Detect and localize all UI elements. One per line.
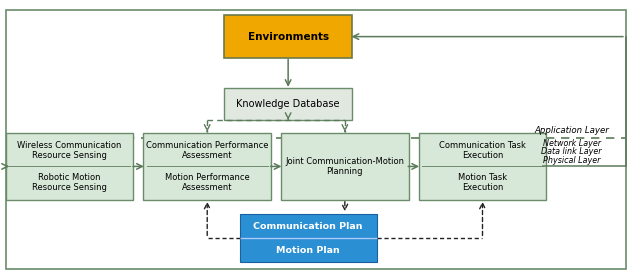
FancyBboxPatch shape	[6, 133, 133, 200]
FancyBboxPatch shape	[419, 133, 546, 200]
Text: Physical Layer: Physical Layer	[543, 156, 600, 165]
Text: Application Layer: Application Layer	[534, 126, 609, 135]
FancyBboxPatch shape	[143, 133, 271, 200]
Text: Robotic Motion
Resource Sensing: Robotic Motion Resource Sensing	[32, 173, 107, 192]
Text: Joint Communication-Motion
Planning: Joint Communication-Motion Planning	[285, 157, 404, 176]
Text: Motion Performance
Assessment: Motion Performance Assessment	[165, 173, 250, 192]
Text: Wireless Communication
Resource Sensing: Wireless Communication Resource Sensing	[17, 141, 122, 160]
Bar	[240, 214, 377, 238]
Text: Knowledge Database: Knowledge Database	[236, 99, 340, 109]
FancyBboxPatch shape	[281, 133, 408, 200]
Text: Data link Layer: Data link Layer	[541, 147, 602, 157]
Text: Motion Task
Execution: Motion Task Execution	[458, 173, 507, 192]
FancyBboxPatch shape	[225, 88, 352, 120]
Bar	[240, 238, 377, 263]
Text: Communication Plan: Communication Plan	[253, 222, 363, 231]
Text: Network Layer: Network Layer	[543, 139, 601, 148]
Text: Communication Task
Execution: Communication Task Execution	[439, 141, 526, 160]
FancyBboxPatch shape	[225, 15, 352, 58]
Text: Communication Performance
Assessment: Communication Performance Assessment	[146, 141, 268, 160]
Text: Motion Plan: Motion Plan	[276, 246, 340, 255]
Text: Environments: Environments	[248, 32, 329, 42]
